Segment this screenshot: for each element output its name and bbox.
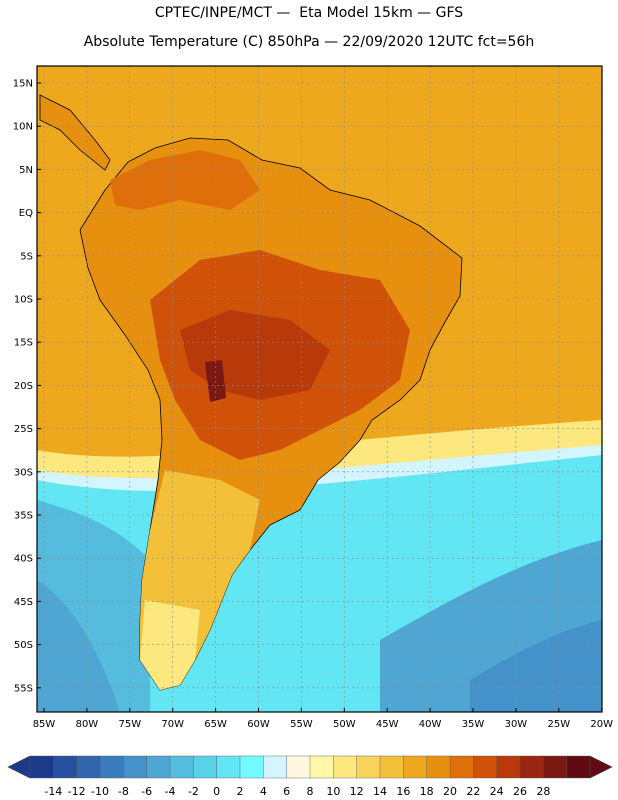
colorbar-swatch [193, 755, 218, 779]
central-america [39, 94, 111, 171]
lat-label: 5S [20, 251, 33, 262]
colorbar-swatch [29, 755, 54, 779]
colorbar-swatch [566, 755, 591, 779]
colorbar-label: 6 [283, 785, 290, 798]
lon-label: 20W [590, 719, 613, 730]
colorbar-swatch [99, 755, 124, 779]
colorbar-label: -12 [68, 785, 86, 798]
colorbar-swatch [496, 755, 521, 779]
lon-label: 85W [33, 719, 56, 730]
colorbar-label: -8 [118, 785, 129, 798]
longitude-labels: 85W 80W 75W 70W 65W 60W 55W 50W 45W 40W 35W 30W 25W 2… [33, 708, 613, 730]
lat-label: 30S [14, 467, 33, 478]
lon-label: 80W [76, 719, 99, 730]
lon-label: 45W [376, 719, 399, 730]
lat-label: EQ [19, 208, 33, 219]
lat-label: 40S [14, 554, 33, 565]
colorbar-label: -10 [91, 785, 109, 798]
colorbar-swatch [473, 755, 498, 779]
lon-label: 60W [247, 719, 270, 730]
lat-label: 15N [13, 79, 33, 90]
colorbar-swatch [449, 755, 474, 779]
colorbar-label: -2 [188, 785, 199, 798]
map-title-line-1: CPTEC/INPE/MCT — Eta Model 15km — GFS [154, 5, 464, 21]
colorbar-swatch [379, 755, 404, 779]
colorbar-swatch [519, 755, 544, 779]
lat-label: 45S [14, 597, 33, 608]
colorbar-label: 18 [420, 785, 434, 798]
colorbar-swatch [263, 755, 288, 779]
colorbar-swatch [146, 755, 171, 779]
colorbar-arrow-low [7, 755, 31, 779]
lon-label: 55W [290, 719, 313, 730]
lat-label: 10N [13, 122, 33, 133]
colorbar-label: 14 [373, 785, 387, 798]
cool-region-patagonia [140, 600, 200, 690]
colorbar-swatch [426, 755, 451, 779]
lat-label: 55S [14, 683, 33, 694]
lon-label: 35W [462, 719, 485, 730]
lat-label: 50S [14, 640, 33, 651]
colorbar-label: 16 [396, 785, 410, 798]
colorbar-swatch [239, 755, 264, 779]
colorbar-swatch [216, 755, 241, 779]
colorbar-label: 12 [350, 785, 364, 798]
colorbar-label: 26 [513, 785, 527, 798]
lon-label: 40W [419, 719, 442, 730]
lat-label: 10S [14, 295, 33, 306]
lat-label: 25S [14, 424, 33, 435]
lat-label: 35S [14, 511, 33, 522]
lat-label: 15S [14, 338, 33, 349]
lon-label: 70W [161, 719, 184, 730]
colorbar-label: -6 [141, 785, 152, 798]
hot-region-north [110, 150, 260, 210]
colorbar-label: 28 [536, 785, 550, 798]
band-deep-blue [470, 620, 602, 712]
colorbar-swatch [169, 755, 194, 779]
map-frame [36, 65, 603, 713]
colorbar-swatch [309, 755, 334, 779]
colorbar-label: 20 [443, 785, 457, 798]
map-title-line-2: Absolute Temperature (C) 850hPa — 22/09/… [83, 34, 535, 50]
colorbar-label: 24 [490, 785, 504, 798]
colorbar-swatch [76, 755, 101, 779]
lat-label: 5N [19, 165, 33, 176]
colorbar-label: 22 [466, 785, 480, 798]
colorbar-label: -4 [165, 785, 176, 798]
colorbar-swatch [53, 755, 78, 779]
colorbar-label: 2 [237, 785, 244, 798]
lon-label: 65W [204, 719, 227, 730]
colorbar-swatch [123, 755, 148, 779]
lon-label: 75W [118, 719, 141, 730]
band-blue-sw [37, 580, 120, 712]
map-field [37, 66, 602, 712]
colorbar-swatch [356, 755, 381, 779]
colorbar: -14 -12 -10 -8 -6 -4 -2 0 2 4 6 8 10 12 14 16 18 20 22 24 26… [7, 755, 613, 798]
lon-label: 30W [505, 719, 528, 730]
colorbar-swatch [333, 755, 358, 779]
colorbar-label: 8 [307, 785, 314, 798]
colorbar-label: 0 [213, 785, 220, 798]
colorbar-swatch [543, 755, 568, 779]
graticule [37, 66, 603, 712]
colorbar-label: 10 [326, 785, 340, 798]
colorbar-arrow-high [589, 755, 613, 779]
colorbar-label: -14 [44, 785, 62, 798]
colorbar-label: 4 [260, 785, 267, 798]
latitude-labels: 15N 10N 5N EQ 5S 10S 15S 20S 25S 30S 35S 40S 45S 50S 5… [13, 79, 41, 694]
lat-label: 20S [14, 381, 33, 392]
colorbar-swatch [286, 755, 311, 779]
lon-label: 50W [333, 719, 356, 730]
lon-label: 25W [547, 719, 570, 730]
colorbar-swatch [403, 755, 428, 779]
